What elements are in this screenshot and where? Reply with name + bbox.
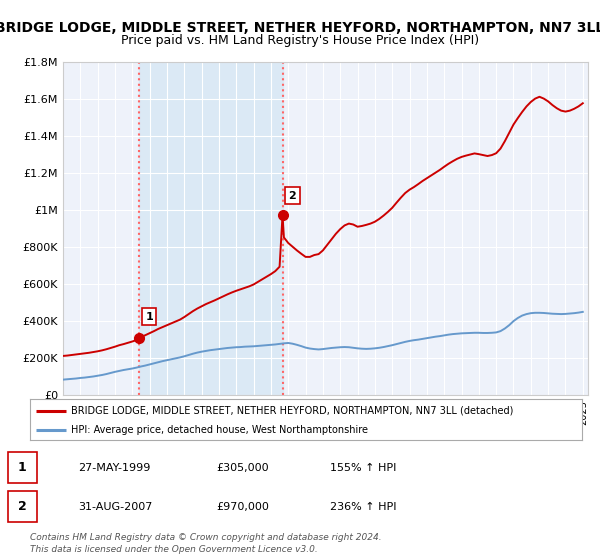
Text: 2: 2 bbox=[18, 500, 26, 514]
Text: BRIDGE LODGE, MIDDLE STREET, NETHER HEYFORD, NORTHAMPTON, NN7 3LL (detached): BRIDGE LODGE, MIDDLE STREET, NETHER HEYF… bbox=[71, 405, 514, 416]
Text: 236% ↑ HPI: 236% ↑ HPI bbox=[330, 502, 397, 512]
Text: Price paid vs. HM Land Registry's House Price Index (HPI): Price paid vs. HM Land Registry's House … bbox=[121, 34, 479, 46]
Text: HPI: Average price, detached house, West Northamptonshire: HPI: Average price, detached house, West… bbox=[71, 424, 368, 435]
Text: 31-AUG-2007: 31-AUG-2007 bbox=[78, 502, 152, 512]
Text: £970,000: £970,000 bbox=[216, 502, 269, 512]
Text: This data is licensed under the Open Government Licence v3.0.: This data is licensed under the Open Gov… bbox=[30, 545, 318, 554]
Text: 27-MAY-1999: 27-MAY-1999 bbox=[78, 463, 151, 473]
Bar bbox=[139, 62, 283, 395]
Text: Contains HM Land Registry data © Crown copyright and database right 2024.: Contains HM Land Registry data © Crown c… bbox=[30, 533, 382, 542]
Text: 1: 1 bbox=[145, 312, 153, 322]
Text: BRIDGE LODGE, MIDDLE STREET, NETHER HEYFORD, NORTHAMPTON, NN7 3LL: BRIDGE LODGE, MIDDLE STREET, NETHER HEYF… bbox=[0, 21, 600, 35]
Text: 2: 2 bbox=[289, 190, 296, 200]
Text: 155% ↑ HPI: 155% ↑ HPI bbox=[330, 463, 397, 473]
Text: 1: 1 bbox=[18, 461, 26, 474]
Text: £305,000: £305,000 bbox=[216, 463, 269, 473]
